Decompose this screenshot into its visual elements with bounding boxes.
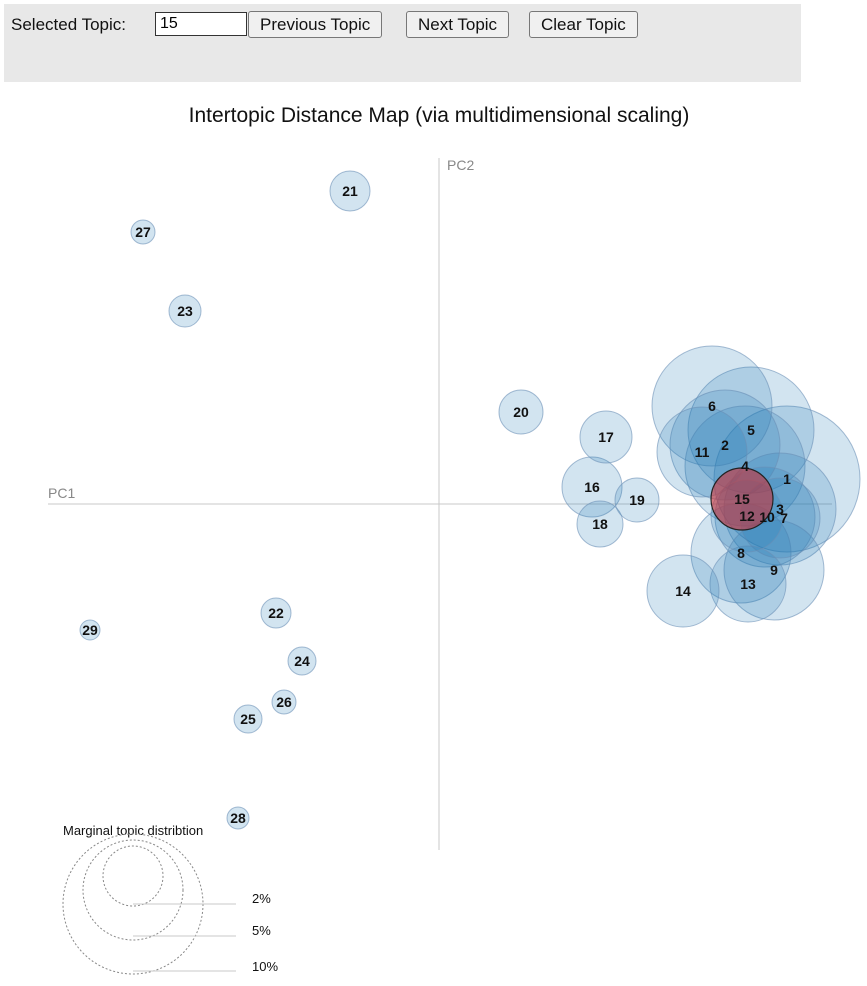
topic-circle-24[interactable]: [287, 646, 317, 676]
legend-label-5pct: 5%: [252, 923, 271, 938]
topic-circle-9[interactable]: [723, 519, 825, 621]
topic-circle-21[interactable]: [329, 170, 371, 212]
topic-circle-6[interactable]: [651, 345, 773, 467]
topic-circle-23[interactable]: [168, 294, 202, 328]
topic-circle-25[interactable]: [233, 704, 263, 734]
topic-circle-13[interactable]: [709, 545, 787, 623]
topic-circle-20[interactable]: [498, 389, 544, 435]
previous-topic-button[interactable]: Previous Topic: [248, 11, 383, 38]
topic-circles: [79, 170, 861, 830]
topic-circle-14[interactable]: [646, 554, 720, 628]
topic-circle-17[interactable]: [579, 410, 633, 464]
legend-label-10pct: 10%: [252, 959, 278, 974]
selected-topic-label: Selected Topic:: [11, 15, 126, 34]
marginal-distribution-legend: Marginal topic distribtion 2% 5% 10%: [62, 823, 278, 975]
clear-topic-button[interactable]: Clear Topic: [529, 11, 638, 38]
next-topic-button[interactable]: Next Topic: [406, 11, 510, 38]
legend-title: Marginal topic distribtion: [63, 823, 203, 838]
topic-circle-19[interactable]: [614, 477, 660, 523]
selected-topic-input[interactable]: [155, 12, 247, 36]
topic-circle-29[interactable]: [79, 619, 101, 641]
map-title: Intertopic Distance Map (via multidimens…: [189, 104, 690, 127]
topic-circle-28[interactable]: [226, 806, 250, 830]
topic-circle-26[interactable]: [271, 689, 297, 715]
topic-circle-15[interactable]: [710, 467, 774, 531]
topic-circle-18[interactable]: [576, 500, 624, 548]
topic-circle-22[interactable]: [260, 597, 292, 629]
legend-circle-5pct: [82, 839, 184, 941]
legend-circle-2pct: [102, 845, 164, 907]
pc2-axis-label: PC2: [447, 157, 474, 173]
pc1-axis-label: PC1: [48, 485, 75, 501]
topic-circle-27[interactable]: [130, 219, 156, 245]
topic-toolbar: Selected Topic: Previous Topic Next Topi…: [4, 4, 801, 82]
legend-label-2pct: 2%: [252, 891, 271, 906]
